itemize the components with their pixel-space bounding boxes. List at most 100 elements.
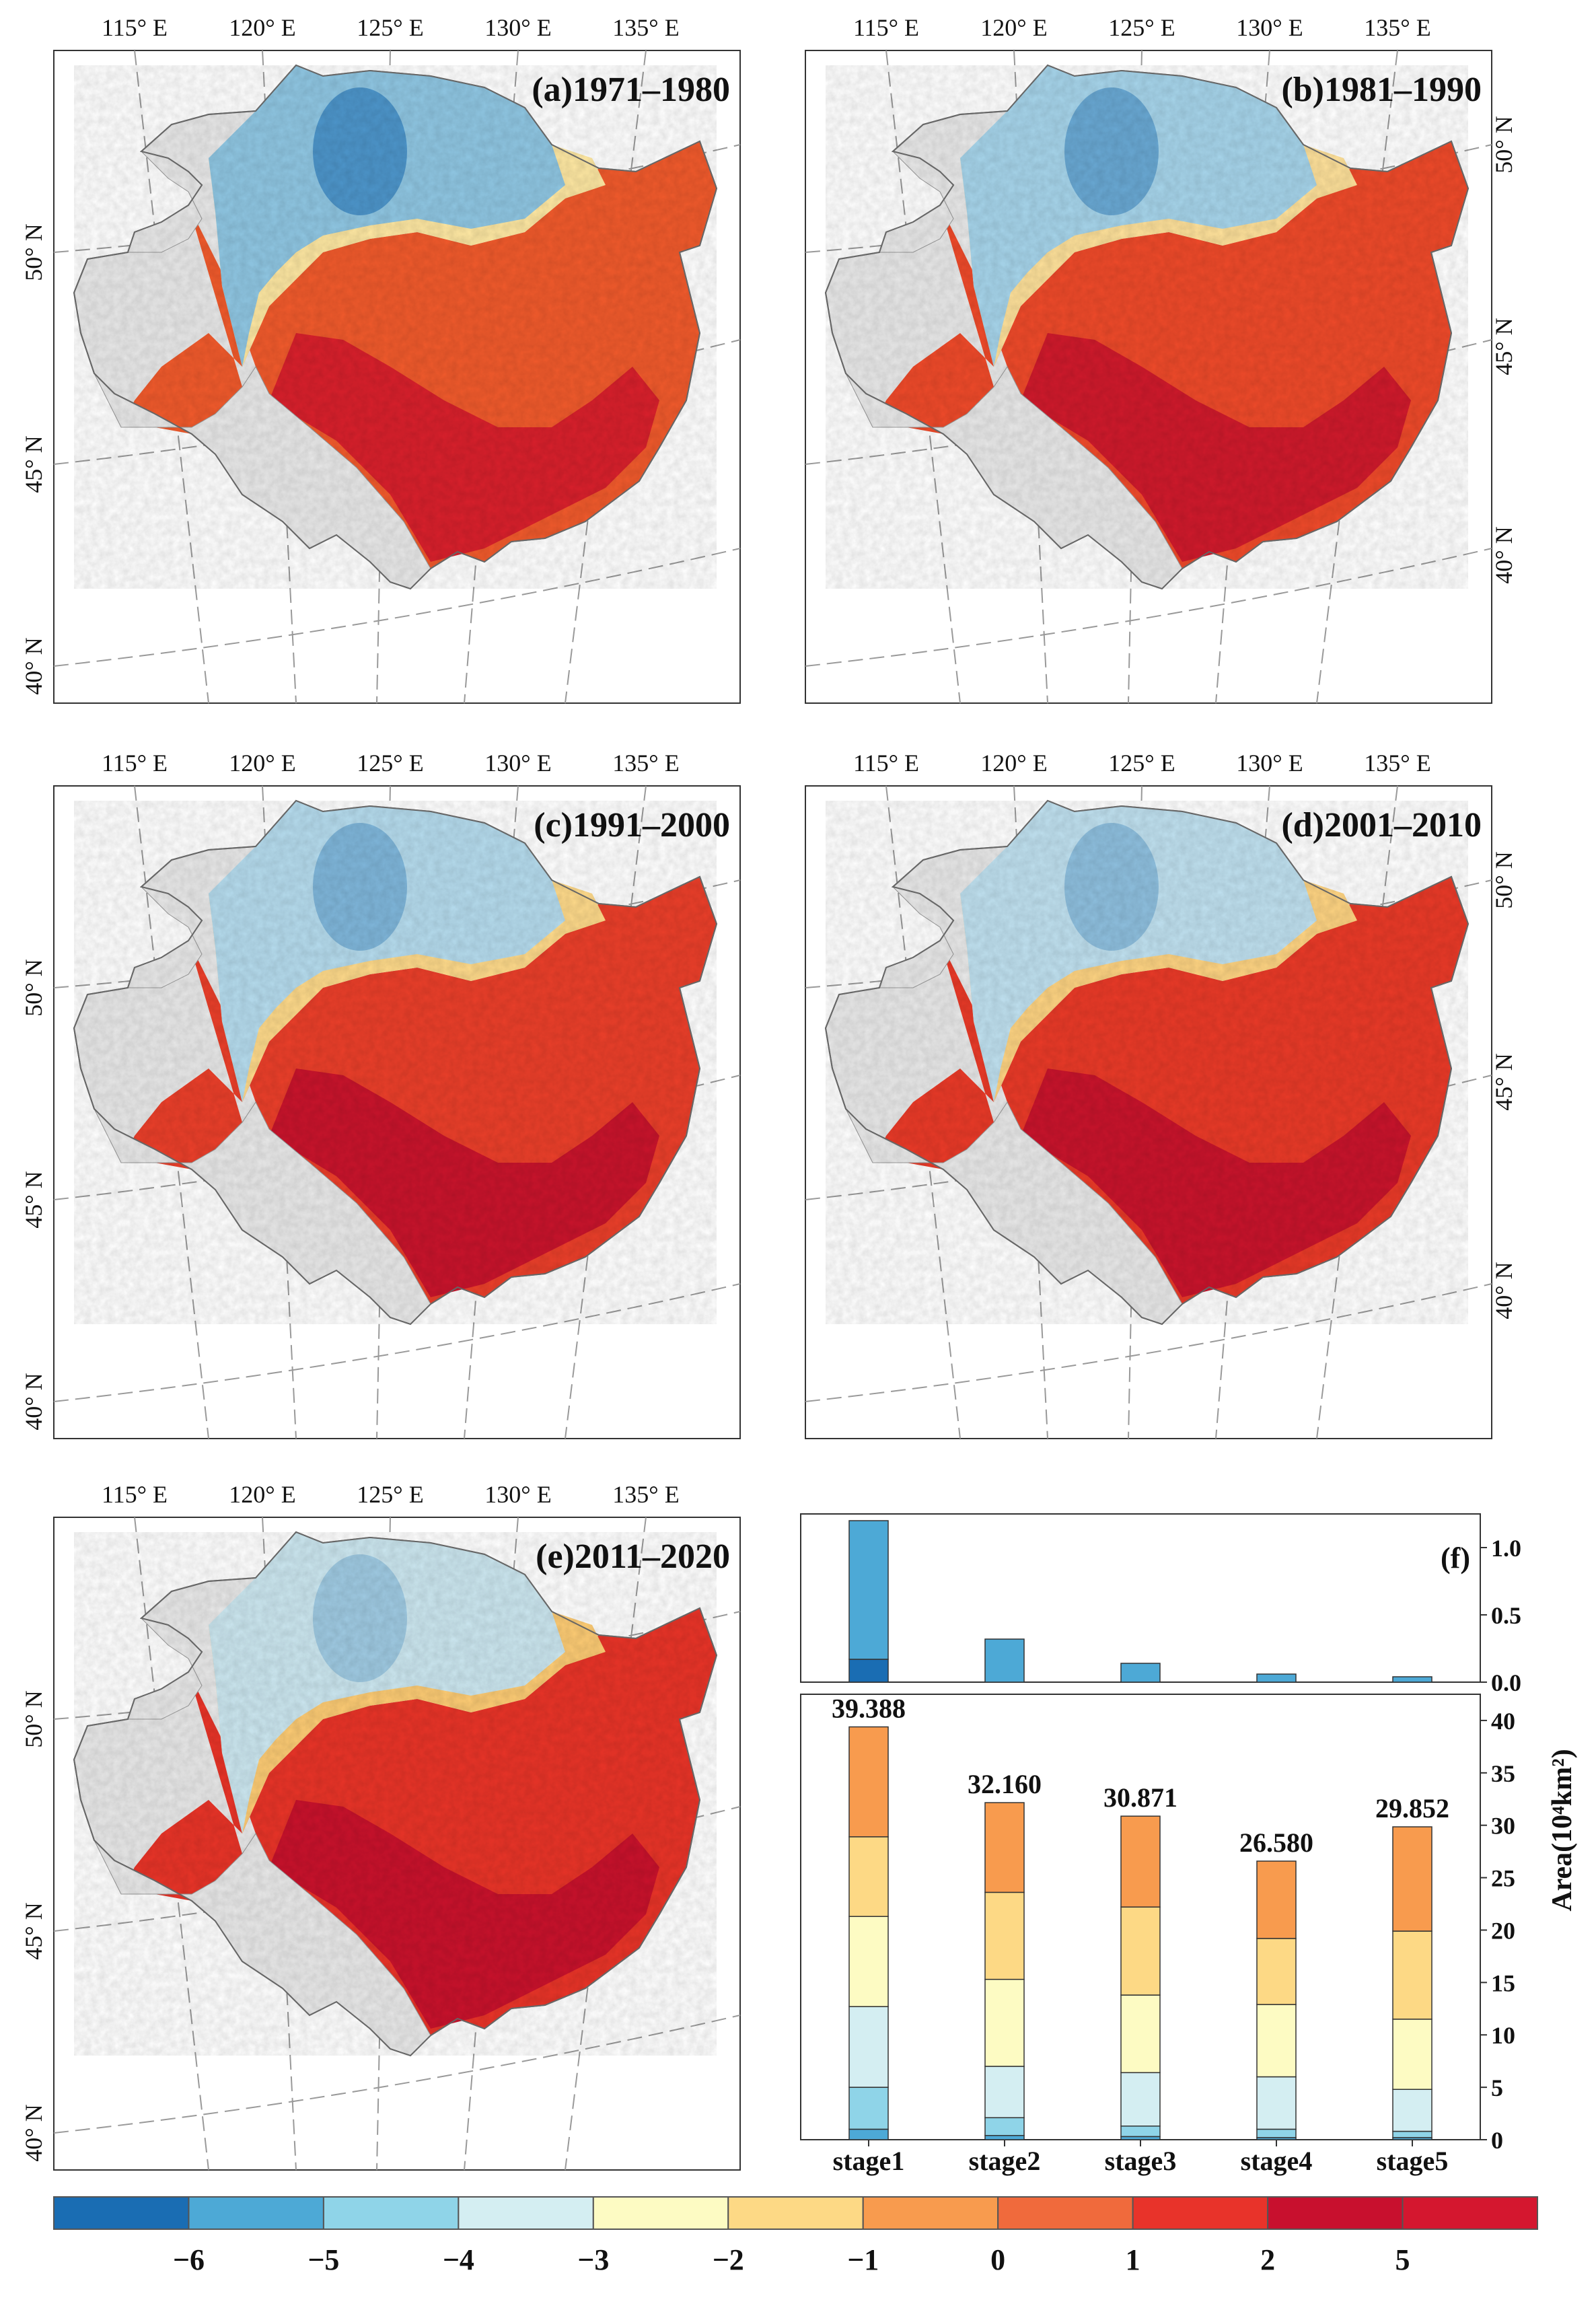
lower-bar-segment	[848, 1726, 889, 1838]
stage-area-chart: (f) 39.388 stage1 32.160 stage2 30.871 stage3…	[800, 1513, 1578, 2176]
parallel-line	[805, 548, 1492, 667]
lower-bar-segment	[1120, 2072, 1161, 2127]
latitude-label: 45° N	[20, 435, 47, 493]
lower-bar-segment	[1392, 2089, 1432, 2132]
upper-bar-segment	[1256, 1673, 1297, 1683]
longitude-label: 120° E	[229, 14, 295, 41]
latitude-label: 50° N	[20, 1690, 47, 1747]
latitude-label: 50° N	[20, 223, 47, 281]
upper-plot-frame	[800, 1513, 1481, 1683]
panel-title: (e)2011–2020	[536, 1537, 730, 1576]
lower-bar-segment	[848, 2128, 889, 2140]
region-border	[824, 799, 1470, 1326]
longitude-label: 135° E	[612, 1481, 679, 1508]
legend-label: −2	[713, 2243, 744, 2276]
legend-label: −4	[443, 2243, 474, 2276]
map-panel: (b)1981–1990 115° E 120° E 125° E 130° E 135°…	[805, 14, 1517, 704]
panel-title: (a)1971–1980	[532, 71, 730, 109]
longitude-label: 130° E	[1236, 750, 1303, 776]
lower-bar-segment	[1392, 2130, 1432, 2138]
upper-bar-segment	[848, 1659, 889, 1683]
lower-bar-segment	[1120, 1906, 1161, 1996]
lower-bar-segment	[984, 1978, 1025, 2067]
longitude-label: 115° E	[102, 14, 168, 41]
lower-bar-segment	[984, 2117, 1025, 2136]
legend-swatch	[322, 2196, 460, 2230]
legend-swatch	[53, 2196, 190, 2230]
latitude-label: 40° N	[1490, 526, 1517, 583]
legend-swatch	[458, 2196, 594, 2230]
lower-bars: 39.388 stage1 32.160 stage2 30.871 stage3 26.5…	[832, 1693, 1449, 2176]
panel-title: (b)1981–1990	[1281, 71, 1482, 109]
parallel-line	[53, 2015, 741, 2134]
map-panel: (e)2011–2020 115° E 120° E 125° E 130° E 135°…	[20, 1481, 741, 2171]
lower-bar-segment	[848, 2087, 889, 2130]
upper-tick-label: 0.0	[1491, 1669, 1521, 1696]
panel-f-label: (f)	[1441, 1542, 1470, 1574]
legend-label: −6	[173, 2243, 205, 2276]
lower-tick-label: 0	[1491, 2127, 1503, 2154]
legend-label: 1	[1126, 2243, 1140, 2276]
lower-bar-segment	[1392, 1930, 1432, 2020]
longitude-label: 125° E	[357, 14, 423, 41]
longitude-label: 125° E	[1108, 750, 1175, 776]
lower-bar-segment	[984, 1802, 1025, 1893]
longitude-label: 130° E	[484, 1481, 551, 1508]
bar-total-label: 39.388	[832, 1693, 906, 1723]
map-panel: (d)2001–2010 115° E 120° E 125° E 130° E 135°…	[805, 750, 1517, 1439]
lower-bar-segment	[848, 2006, 889, 2088]
map-panel: (a)1971–1980 115° E 120° E 125° E 130° E 135°…	[20, 14, 741, 704]
latitude-label: 50° N	[20, 959, 47, 1016]
lower-bar-segment	[1392, 1826, 1432, 1932]
upper-bar-segment	[1392, 1676, 1432, 1683]
legend-label: −1	[847, 2243, 879, 2276]
legend-swatch	[592, 2196, 729, 2230]
category-label: stage5	[1377, 2146, 1449, 2176]
latitude-label: 45° N	[20, 1171, 47, 1228]
category-label: stage2	[969, 2146, 1041, 2176]
lower-tick-label: 5	[1491, 2074, 1503, 2101]
latitude-label: 50° N	[1490, 116, 1517, 173]
lower-bar-segment	[1256, 2076, 1297, 2130]
longitude-label: 130° E	[1236, 14, 1303, 41]
region-border	[824, 64, 1470, 590]
longitude-label: 120° E	[229, 750, 295, 776]
legend-label: 0	[990, 2243, 1005, 2276]
texture-overlay	[74, 65, 717, 589]
lower-bar-segment	[1392, 2019, 1432, 2090]
latitude-label: 40° N	[20, 637, 47, 694]
legend-label: −3	[577, 2243, 609, 2276]
longitude-label: 115° E	[853, 14, 919, 41]
lower-bar-segment	[1120, 2126, 1161, 2138]
panel-title: (d)2001–2010	[1281, 806, 1482, 844]
longitude-label: 125° E	[357, 1481, 423, 1508]
longitude-label: 120° E	[229, 1481, 295, 1508]
legend-swatch	[1402, 2196, 1538, 2230]
longitude-label: 120° E	[980, 750, 1047, 776]
latitude-label: 45° N	[20, 1902, 47, 1959]
upper-bar-segment	[1120, 1663, 1161, 1683]
longitude-label: 125° E	[1108, 14, 1175, 41]
lower-tick-label: 40	[1491, 1708, 1515, 1735]
lower-bar-segment	[1256, 1860, 1297, 1939]
lower-bar-segment	[848, 1916, 889, 2007]
latitude-label: 40° N	[20, 1373, 47, 1430]
parallel-line	[53, 1283, 741, 1402]
parallel-line	[53, 548, 741, 667]
longitude-label: 130° E	[484, 750, 551, 776]
legend-swatch	[1132, 2196, 1269, 2230]
bar-total-label: 32.160	[968, 1769, 1042, 1799]
map-panel: (c)1991–2000 115° E 120° E 125° E 130° E 135°…	[20, 750, 741, 1439]
longitude-label: 115° E	[853, 750, 919, 776]
upper-tick-label: 0.5	[1491, 1602, 1521, 1629]
lower-bar-segment	[984, 1891, 1025, 1980]
texture-overlay	[826, 65, 1468, 589]
longitude-label: 130° E	[484, 14, 551, 41]
legend-swatch	[727, 2196, 864, 2230]
category-label: stage4	[1241, 2146, 1313, 2176]
legend-swatch	[862, 2196, 999, 2230]
lower-bar-segment	[984, 2066, 1025, 2119]
lower-bar-segment	[1256, 2004, 1297, 2078]
longitude-label: 135° E	[1364, 750, 1430, 776]
upper-bar-segment	[848, 1520, 889, 1660]
